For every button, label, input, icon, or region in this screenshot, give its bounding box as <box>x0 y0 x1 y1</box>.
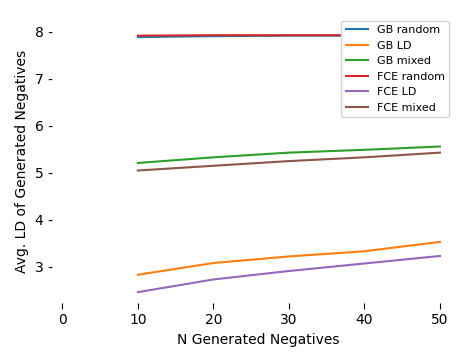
FCE mixed <box>211 164 216 168</box>
GB random <box>286 34 292 38</box>
Line: FCE LD: FCE LD <box>138 256 440 292</box>
FCE LD <box>286 269 292 273</box>
GB LD <box>361 249 367 253</box>
Line: GB random: GB random <box>138 35 440 37</box>
FCE random <box>286 33 292 37</box>
Legend: GB random, GB LD, GB mixed, FCE random, FCE LD, FCE mixed: GB random, GB LD, GB mixed, FCE random, … <box>341 21 449 117</box>
GB mixed <box>437 144 443 149</box>
GB random <box>211 34 216 38</box>
FCE mixed <box>286 159 292 163</box>
FCE random <box>135 34 141 38</box>
GB mixed <box>361 148 367 152</box>
GB LD <box>135 273 141 277</box>
Line: GB mixed: GB mixed <box>138 147 440 163</box>
FCE random <box>361 33 367 37</box>
GB mixed <box>211 155 216 160</box>
FCE LD <box>135 290 141 294</box>
FCE mixed <box>437 151 443 155</box>
FCE random <box>211 33 216 37</box>
Line: FCE mixed: FCE mixed <box>138 153 440 171</box>
Y-axis label: Avg. LD of Generated Negatives: Avg. LD of Generated Negatives <box>15 50 29 273</box>
X-axis label: N Generated Negatives: N Generated Negatives <box>178 333 340 347</box>
GB LD <box>286 254 292 258</box>
GB random <box>135 35 141 39</box>
FCE mixed <box>361 155 367 160</box>
FCE random <box>437 33 443 37</box>
GB random <box>361 34 367 38</box>
FCE LD <box>361 261 367 266</box>
FCE LD <box>437 254 443 258</box>
FCE LD <box>211 277 216 282</box>
Line: FCE random: FCE random <box>138 35 440 36</box>
FCE mixed <box>135 168 141 173</box>
GB mixed <box>135 161 141 165</box>
GB random <box>437 33 443 37</box>
GB LD <box>437 240 443 244</box>
Line: GB LD: GB LD <box>138 242 440 275</box>
GB LD <box>211 261 216 265</box>
GB mixed <box>286 151 292 155</box>
